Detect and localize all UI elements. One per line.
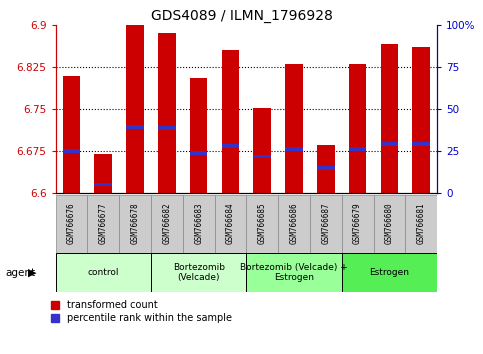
Text: GSM766686: GSM766686: [289, 202, 298, 244]
Legend: transformed count, percentile rank within the sample: transformed count, percentile rank withi…: [51, 301, 232, 323]
Bar: [285, 64, 303, 193]
Text: GSM766680: GSM766680: [385, 202, 394, 244]
Bar: [222, 50, 239, 193]
Text: GSM766681: GSM766681: [417, 202, 426, 244]
Text: agent: agent: [6, 268, 36, 278]
Bar: [317, 145, 335, 193]
FancyBboxPatch shape: [151, 253, 246, 292]
Text: GSM766687: GSM766687: [321, 202, 330, 244]
Bar: [222, 144, 239, 148]
Bar: [254, 108, 271, 193]
Text: Estrogen: Estrogen: [369, 268, 410, 277]
FancyBboxPatch shape: [342, 195, 373, 253]
FancyBboxPatch shape: [183, 195, 214, 253]
Text: GSM766677: GSM766677: [99, 202, 108, 244]
FancyBboxPatch shape: [246, 195, 278, 253]
FancyBboxPatch shape: [151, 195, 183, 253]
Bar: [349, 147, 367, 151]
Text: GSM766685: GSM766685: [258, 202, 267, 244]
Bar: [190, 150, 207, 155]
Text: GSM766676: GSM766676: [67, 202, 76, 244]
FancyBboxPatch shape: [405, 195, 437, 253]
Bar: [412, 142, 430, 145]
Bar: [254, 155, 271, 159]
Bar: [158, 126, 176, 130]
Bar: [190, 78, 207, 193]
Text: control: control: [87, 268, 119, 277]
Bar: [95, 154, 112, 193]
FancyBboxPatch shape: [246, 253, 342, 292]
Bar: [349, 64, 367, 193]
Text: GSM766683: GSM766683: [194, 202, 203, 244]
Text: GSM766679: GSM766679: [353, 202, 362, 244]
Bar: [63, 149, 80, 153]
FancyBboxPatch shape: [214, 195, 246, 253]
Bar: [95, 183, 112, 187]
FancyBboxPatch shape: [87, 195, 119, 253]
Bar: [381, 142, 398, 145]
Text: GSM766682: GSM766682: [162, 202, 171, 244]
FancyBboxPatch shape: [278, 195, 310, 253]
Bar: [126, 25, 144, 193]
Bar: [285, 147, 303, 151]
Bar: [158, 33, 176, 193]
Text: GSM766678: GSM766678: [130, 202, 140, 244]
FancyBboxPatch shape: [56, 253, 151, 292]
Text: Bortezomib (Velcade) +
Estrogen: Bortezomib (Velcade) + Estrogen: [240, 263, 348, 282]
FancyBboxPatch shape: [342, 253, 437, 292]
FancyBboxPatch shape: [310, 195, 342, 253]
Text: GSM766684: GSM766684: [226, 202, 235, 244]
Text: GDS4089 / ILMN_1796928: GDS4089 / ILMN_1796928: [151, 9, 332, 23]
FancyBboxPatch shape: [56, 195, 87, 253]
Bar: [317, 166, 335, 170]
Bar: [381, 44, 398, 193]
FancyBboxPatch shape: [119, 195, 151, 253]
Text: Bortezomib
(Velcade): Bortezomib (Velcade): [172, 263, 225, 282]
Bar: [412, 47, 430, 193]
Bar: [126, 125, 144, 129]
Bar: [63, 76, 80, 193]
FancyBboxPatch shape: [373, 195, 405, 253]
Text: ▶: ▶: [28, 268, 37, 278]
